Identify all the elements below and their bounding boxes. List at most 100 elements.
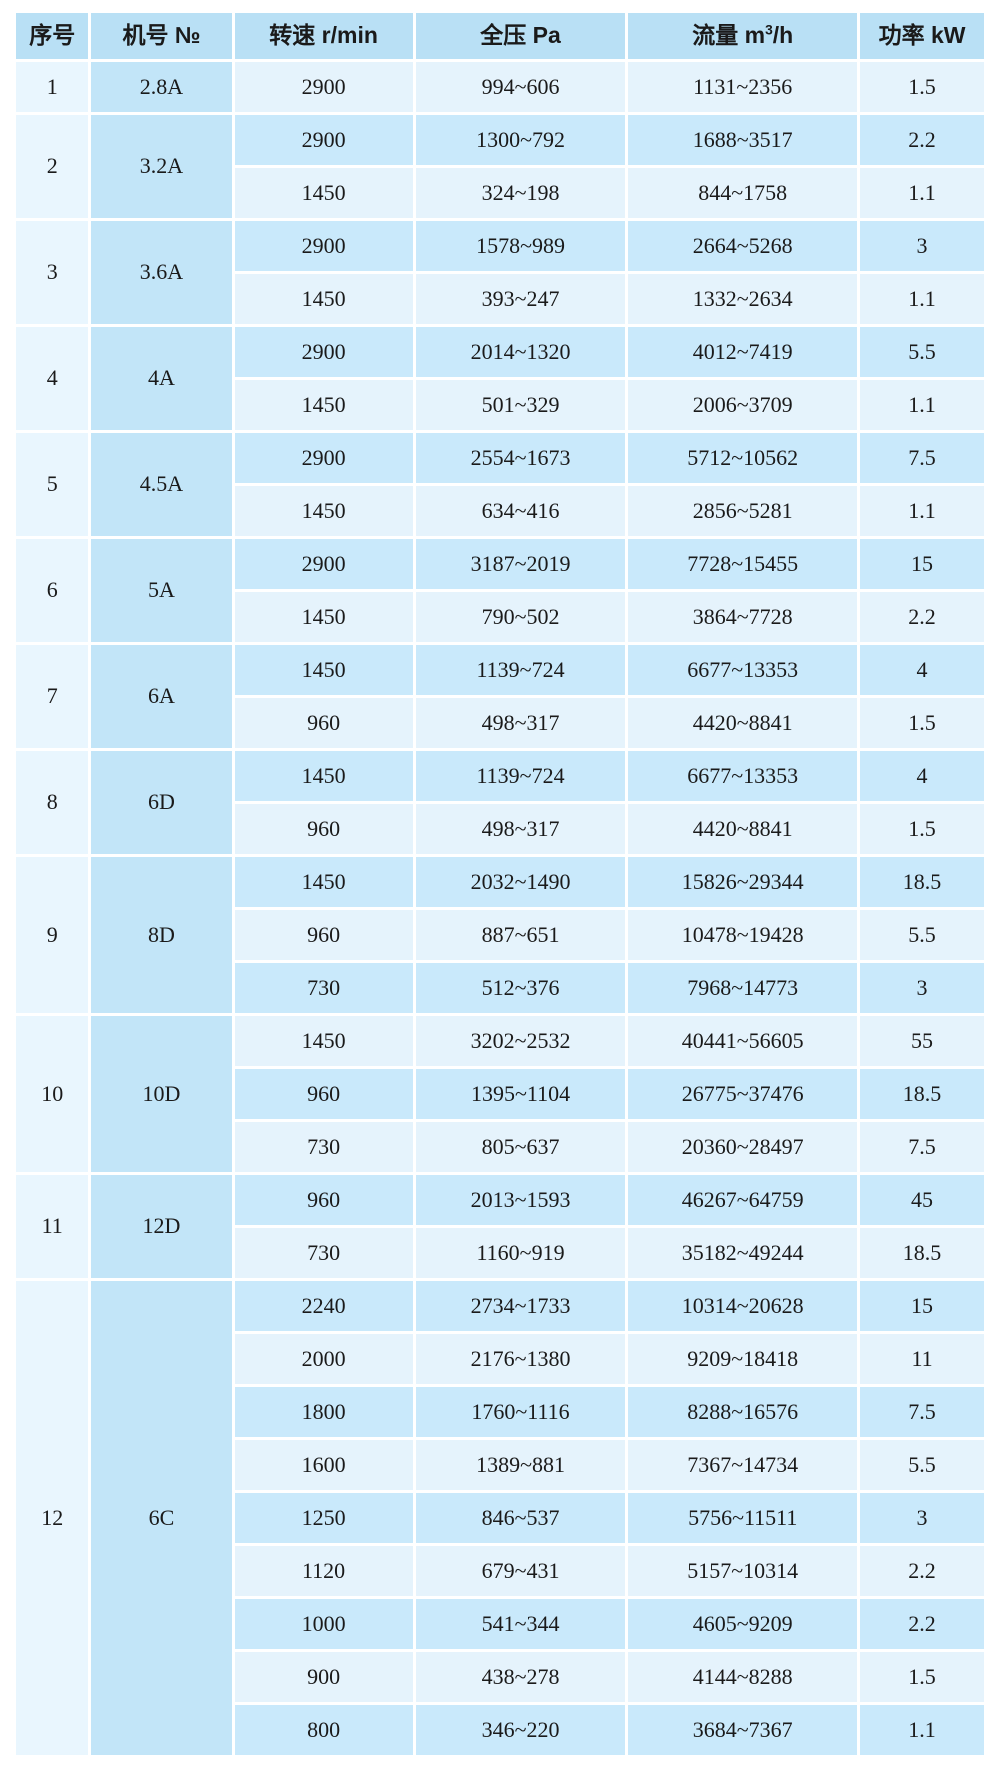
table-row: 1450 634~416 2856~5281 1.1	[16, 486, 984, 536]
model-cell: 5A	[91, 539, 232, 642]
pressure-cell: 1395~1104	[415, 1069, 626, 1119]
pressure-cell: 512~376	[415, 963, 626, 1013]
power-cell: 1.1	[860, 168, 984, 218]
pressure-cell: 2734~1733	[415, 1281, 626, 1331]
seq-cell: 4	[16, 327, 89, 430]
pressure-cell: 1300~792	[415, 115, 626, 165]
power-cell: 45	[860, 1175, 984, 1225]
speed-cell: 800	[234, 1705, 413, 1755]
pressure-cell: 1160~919	[415, 1228, 626, 1278]
flow-cell: 2006~3709	[628, 380, 858, 430]
flow-cell: 4144~8288	[628, 1652, 858, 1702]
speed-cell: 1450	[234, 168, 413, 218]
flow-cell: 6677~13353	[628, 751, 858, 801]
table-row: 4 4A 2900 2014~1320 4012~7419 5.5	[16, 327, 984, 430]
flow-cell: 7968~14773	[628, 963, 858, 1013]
power-cell: 4	[860, 645, 984, 695]
header-speed: 转速 r/min	[234, 13, 413, 59]
power-cell: 1.1	[860, 274, 984, 324]
speed-cell: 1800	[234, 1387, 413, 1437]
power-cell: 2.2	[860, 115, 984, 165]
flow-cell: 15826~29344	[628, 857, 858, 907]
table-row: 9 8D 1450 2032~1490 15826~29344 18.5	[16, 857, 984, 1013]
table-row: 2 3.2A 2900 1300~792 1688~3517 2.2	[16, 115, 984, 218]
flow-cell: 4012~7419	[628, 327, 858, 377]
seq-cell: 1	[16, 62, 89, 112]
power-cell: 18.5	[860, 857, 984, 907]
seq-cell: 10	[16, 1016, 89, 1172]
pressure-cell: 2013~1593	[415, 1175, 626, 1225]
speed-cell: 730	[234, 1122, 413, 1172]
pressure-cell: 346~220	[415, 1705, 626, 1755]
flow-cell: 46267~64759	[628, 1175, 858, 1225]
flow-cell: 10478~19428	[628, 910, 858, 960]
spec-table-body: 1 2.8A 2900 994~606 1131~2356 1.5 2 3.2A 2900 130…	[16, 62, 984, 1755]
power-cell: 15	[860, 539, 984, 589]
table-row: 2000 2176~1380 9209~18418 11	[16, 1334, 984, 1384]
pressure-cell: 324~198	[415, 168, 626, 218]
power-cell: 1.5	[860, 62, 984, 112]
fan-spec-table: 序号 机号 № 转速 r/min 全压 Pa 流量 m3/h 功率 kW 1 2.…	[13, 10, 987, 1758]
table-row: 1450 790~502 3864~7728 2.2	[16, 592, 984, 642]
seq-cell: 9	[16, 857, 89, 1013]
flow-cell: 20360~28497	[628, 1122, 858, 1172]
pressure-cell: 2176~1380	[415, 1334, 626, 1384]
speed-cell: 1450	[234, 751, 413, 801]
flow-cell: 10314~20628	[628, 1281, 858, 1331]
pressure-cell: 805~637	[415, 1122, 626, 1172]
pressure-cell: 679~431	[415, 1546, 626, 1596]
speed-cell: 960	[234, 1175, 413, 1225]
model-cell: 2.8A	[91, 62, 232, 112]
pressure-cell: 790~502	[415, 592, 626, 642]
table-row: 12 6C 2240 2734~1733 10314~20628 15	[16, 1281, 984, 1755]
flow-cell: 7367~14734	[628, 1440, 858, 1490]
model-cell: 6C	[91, 1281, 232, 1755]
header-pressure: 全压 Pa	[415, 13, 626, 59]
header-flow: 流量 m3/h	[628, 13, 858, 59]
pressure-cell: 1578~989	[415, 221, 626, 271]
flow-cell: 6677~13353	[628, 645, 858, 695]
table-row: 1450 324~198 844~1758 1.1	[16, 168, 984, 218]
speed-cell: 960	[234, 804, 413, 854]
flow-cell: 26775~37476	[628, 1069, 858, 1119]
flow-cell: 4420~8841	[628, 804, 858, 854]
pressure-cell: 3187~2019	[415, 539, 626, 589]
table-row: 10 10D 1450 3202~2532 40441~56605 55	[16, 1016, 984, 1172]
power-cell: 3	[860, 221, 984, 271]
pressure-cell: 541~344	[415, 1599, 626, 1649]
pressure-cell: 501~329	[415, 380, 626, 430]
pressure-cell: 634~416	[415, 486, 626, 536]
power-cell: 3	[860, 1493, 984, 1543]
speed-cell: 730	[234, 963, 413, 1013]
flow-unit-suffix: /h	[772, 22, 794, 49]
flow-cell: 5756~11511	[628, 1493, 858, 1543]
model-cell: 6D	[91, 751, 232, 854]
table-row: 1450 501~329 2006~3709 1.1	[16, 380, 984, 430]
table-row: 1120 679~431 5157~10314 2.2	[16, 1546, 984, 1596]
speed-cell: 1450	[234, 380, 413, 430]
seq-cell: 7	[16, 645, 89, 748]
header-row: 序号 机号 № 转速 r/min 全压 Pa 流量 m3/h 功率 kW	[16, 13, 984, 59]
table-row: 730 1160~919 35182~49244 18.5	[16, 1228, 984, 1278]
header-seq: 序号	[16, 13, 89, 59]
speed-cell: 1000	[234, 1599, 413, 1649]
header-model: 机号 №	[91, 13, 232, 59]
speed-cell: 2900	[234, 433, 413, 483]
power-cell: 1.1	[860, 486, 984, 536]
table-row: 960 498~317 4420~8841 1.5	[16, 804, 984, 854]
speed-cell: 2900	[234, 62, 413, 112]
model-cell: 3.6A	[91, 221, 232, 324]
model-cell: 3.2A	[91, 115, 232, 218]
flow-cell: 4420~8841	[628, 698, 858, 748]
pressure-cell: 2032~1490	[415, 857, 626, 907]
flow-cell: 35182~49244	[628, 1228, 858, 1278]
power-cell: 5.5	[860, 1440, 984, 1490]
speed-cell: 1450	[234, 857, 413, 907]
table-row: 900 438~278 4144~8288 1.5	[16, 1652, 984, 1702]
speed-cell: 960	[234, 698, 413, 748]
flow-cell: 40441~56605	[628, 1016, 858, 1066]
pressure-cell: 846~537	[415, 1493, 626, 1543]
pressure-cell: 1760~1116	[415, 1387, 626, 1437]
power-cell: 15	[860, 1281, 984, 1331]
pressure-cell: 994~606	[415, 62, 626, 112]
